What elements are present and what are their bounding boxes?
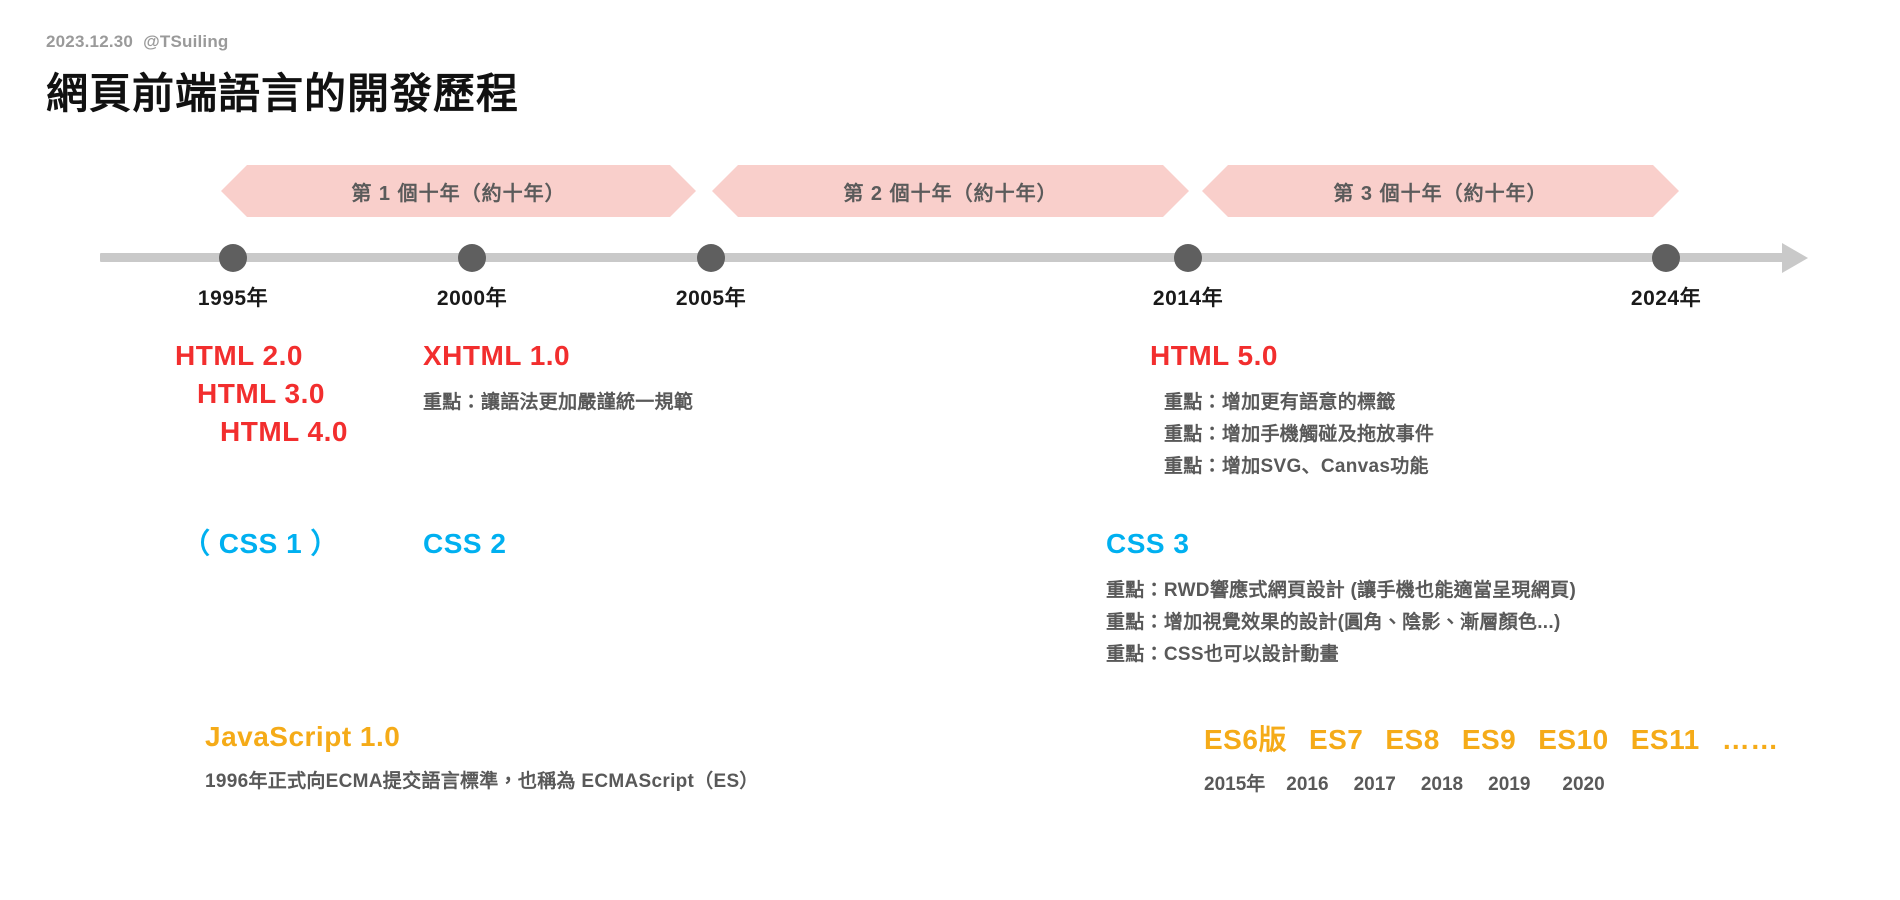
timeline-year-2024: 2024年 bbox=[1630, 287, 1702, 310]
html-2000-block: XHTML 1.0 重點：讓語法更加嚴謹統一規範 bbox=[423, 337, 693, 419]
arrowhead-right-icon bbox=[670, 165, 696, 217]
byline: 2023.12.30 @TSuiling bbox=[46, 32, 519, 52]
decade-label: 第 2 個十年（約十年） bbox=[843, 182, 1058, 205]
timeline-axis-arrowhead-icon bbox=[1782, 243, 1808, 273]
html5-note-2: 重點：增加手機觸碰及拖放事件 bbox=[1164, 423, 1435, 445]
decade-arrow-1: 第 1 個十年（約十年） bbox=[221, 165, 696, 217]
html-version-4: HTML 4.0 bbox=[220, 415, 348, 447]
timeline-dot-2024 bbox=[1652, 244, 1680, 272]
xhtml-title: XHTML 1.0 bbox=[423, 340, 571, 371]
es-version-item: ES6版 bbox=[1204, 724, 1287, 755]
es-year-item: 2019 bbox=[1488, 774, 1531, 795]
byline-handle: @TSuiling bbox=[143, 32, 229, 51]
css3-note-3: 重點：CSS也可以設計動畫 bbox=[1106, 643, 1339, 665]
es-year-item: 2016 bbox=[1286, 774, 1329, 795]
arrowhead-right-icon bbox=[1163, 165, 1189, 217]
timeline-year-2000: 2000年 bbox=[436, 287, 508, 310]
es-version-item: ES8 bbox=[1385, 724, 1440, 755]
es-version-item-more: …… bbox=[1721, 724, 1779, 755]
es-version-item: ES10 bbox=[1538, 724, 1609, 755]
css-1995-block: （ CSS 1 ） bbox=[182, 525, 339, 563]
es-version-list: ES6版 ES7 ES8 ES9 ES10 ES11 …… bbox=[1204, 718, 1779, 758]
es-version-item: ES11 bbox=[1630, 724, 1700, 755]
decade-arrow-2: 第 2 個十年（約十年） bbox=[712, 165, 1189, 217]
html5-title: HTML 5.0 bbox=[1150, 340, 1278, 371]
decade-label: 第 3 個十年（約十年） bbox=[1333, 182, 1548, 205]
page-header: 2023.12.30 @TSuiling 網頁前端語言的開發歷程 bbox=[46, 32, 519, 121]
arrowhead-right-icon bbox=[1653, 165, 1679, 217]
css3-note-1: 重點：RWD響應式網頁設計 (讓手機也能適當呈現網頁) bbox=[1106, 579, 1577, 601]
js-2014-block: ES6版 ES7 ES8 ES9 ES10 ES11 …… 2015年 2016… bbox=[1204, 718, 1779, 796]
timeline-year-1995: 1995年 bbox=[197, 287, 269, 310]
es-year-list: 2015年 2016 2017 2018 2019 2020 bbox=[1204, 769, 1779, 796]
byline-date: 2023.12.30 bbox=[46, 32, 134, 51]
arrowhead-left-icon bbox=[1202, 165, 1228, 217]
arrowhead-left-icon bbox=[221, 165, 247, 217]
javascript-note: 1996年正式向ECMA提交語言標準，也稱為 ECMAScript（ES） bbox=[205, 770, 759, 792]
es-version-item: ES7 bbox=[1308, 724, 1364, 755]
decade-arrow-3: 第 3 個十年（約十年） bbox=[1202, 165, 1679, 217]
es-year-item: 2015年 bbox=[1204, 774, 1266, 795]
es-year-item: 2017 bbox=[1353, 774, 1396, 795]
css3-note-2: 重點：增加視覺效果的設計(圓角、陰影、漸層顏色...) bbox=[1106, 611, 1561, 633]
html-2014-block: HTML 5.0 重點：增加更有語意的標籤 重點：增加手機觸碰及拖放事件 重點：… bbox=[1150, 337, 1434, 483]
timeline-dot-1995 bbox=[219, 244, 247, 272]
decade-label: 第 1 個十年（約十年） bbox=[351, 182, 566, 205]
timeline-dot-2000 bbox=[458, 244, 486, 272]
css-2000-block: CSS 2 bbox=[423, 525, 506, 563]
html-1995-block: HTML 2.0 HTML 3.0 HTML 4.0 bbox=[175, 337, 348, 450]
css1-title: （ CSS 1 ） bbox=[182, 528, 339, 559]
timeline-dot-2014 bbox=[1174, 244, 1202, 272]
css-2014-block: CSS 3 重點：RWD響應式網頁設計 (讓手機也能適當呈現網頁) 重點：增加視… bbox=[1106, 525, 1576, 671]
es-version-item: ES9 bbox=[1461, 724, 1517, 755]
arrowhead-left-icon bbox=[712, 165, 738, 217]
js-1995-block: JavaScript 1.0 1996年正式向ECMA提交語言標準，也稱為 EC… bbox=[205, 718, 759, 798]
html-version-2: HTML 2.0 bbox=[175, 340, 303, 371]
html5-note-3: 重點：增加SVG、Canvas功能 bbox=[1164, 455, 1429, 477]
timeline-year-2005: 2005年 bbox=[675, 287, 747, 310]
xhtml-note-1: 重點：讓語法更加嚴謹統一規範 bbox=[423, 391, 694, 413]
html5-note-1: 重點：增加更有語意的標籤 bbox=[1164, 391, 1396, 413]
timeline-year-2014: 2014年 bbox=[1152, 287, 1224, 310]
timeline-dot-2005 bbox=[697, 244, 725, 272]
page-title: 網頁前端語言的開發歷程 bbox=[46, 70, 520, 117]
html-version-3: HTML 3.0 bbox=[197, 377, 325, 409]
timeline-axis bbox=[100, 253, 1784, 262]
es-year-item: 2018 bbox=[1420, 774, 1464, 795]
css2-title: CSS 2 bbox=[423, 528, 507, 559]
javascript-title: JavaScript 1.0 bbox=[205, 721, 401, 752]
es-year-item: 2020 bbox=[1562, 774, 1605, 795]
css3-title: CSS 3 bbox=[1106, 528, 1190, 559]
